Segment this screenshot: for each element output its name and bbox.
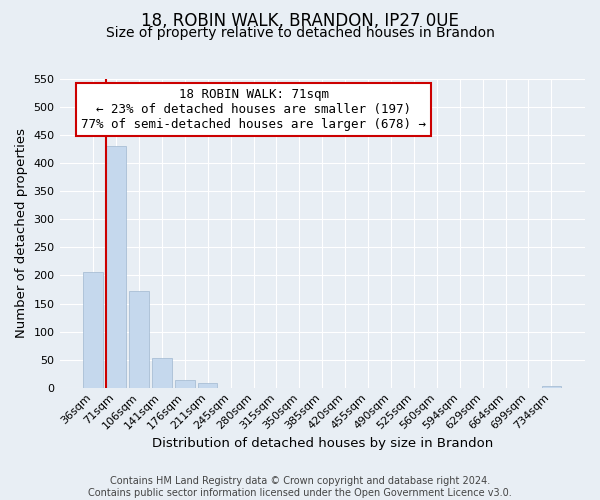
Text: 18, ROBIN WALK, BRANDON, IP27 0UE: 18, ROBIN WALK, BRANDON, IP27 0UE (141, 12, 459, 30)
Bar (175, 380, 194, 388)
X-axis label: Distribution of detached houses by size in Brandon: Distribution of detached houses by size … (152, 437, 493, 450)
Bar (83, 272, 103, 388)
Bar (129, 291, 149, 388)
Bar (198, 382, 217, 388)
Bar (152, 358, 172, 388)
Text: Size of property relative to detached houses in Brandon: Size of property relative to detached ho… (106, 26, 494, 40)
Bar (542, 386, 561, 388)
Text: Contains HM Land Registry data © Crown copyright and database right 2024.
Contai: Contains HM Land Registry data © Crown c… (88, 476, 512, 498)
Text: 18 ROBIN WALK: 71sqm
← 23% of detached houses are smaller (197)
77% of semi-deta: 18 ROBIN WALK: 71sqm ← 23% of detached h… (82, 88, 427, 132)
Y-axis label: Number of detached properties: Number of detached properties (15, 128, 28, 338)
Bar (106, 146, 126, 388)
